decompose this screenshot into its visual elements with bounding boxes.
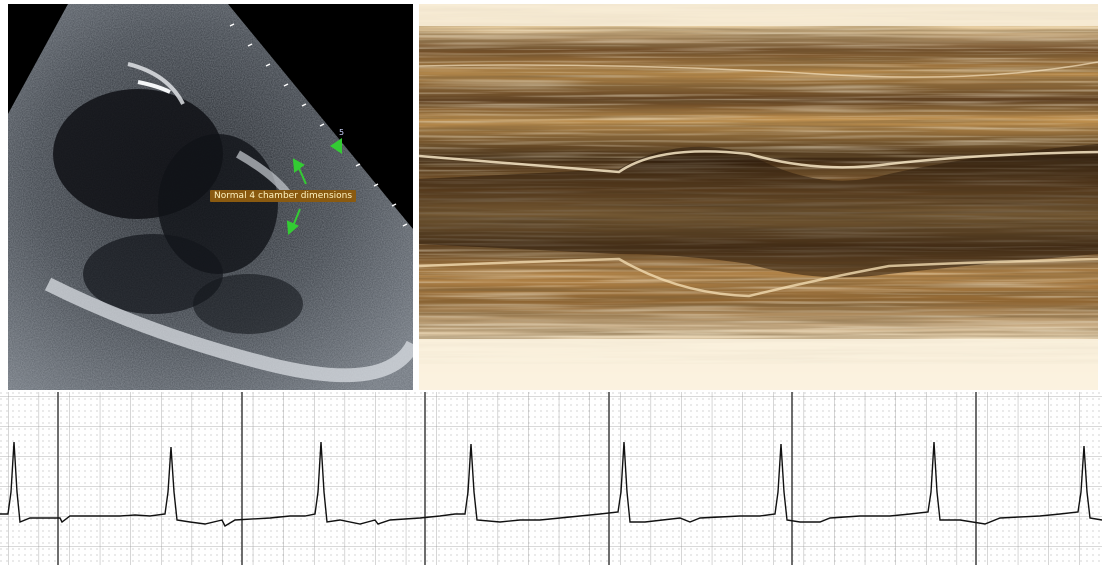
- ecg-strip: [0, 392, 1102, 565]
- annotation-label: Normal 4 chamber dimensions: [210, 190, 357, 202]
- triangle-marker-icon: [330, 138, 342, 154]
- m-mode-image: [419, 4, 1098, 390]
- depth-marker: 5: [339, 128, 345, 137]
- echocardiogram-panel: Normal 4 chamber dimensions 5: [8, 4, 413, 390]
- m-mode-panel: [419, 4, 1098, 390]
- echo-sector-image: [8, 4, 413, 390]
- ecg-trace-svg: [0, 392, 1102, 565]
- arrow-icon: [286, 158, 307, 236]
